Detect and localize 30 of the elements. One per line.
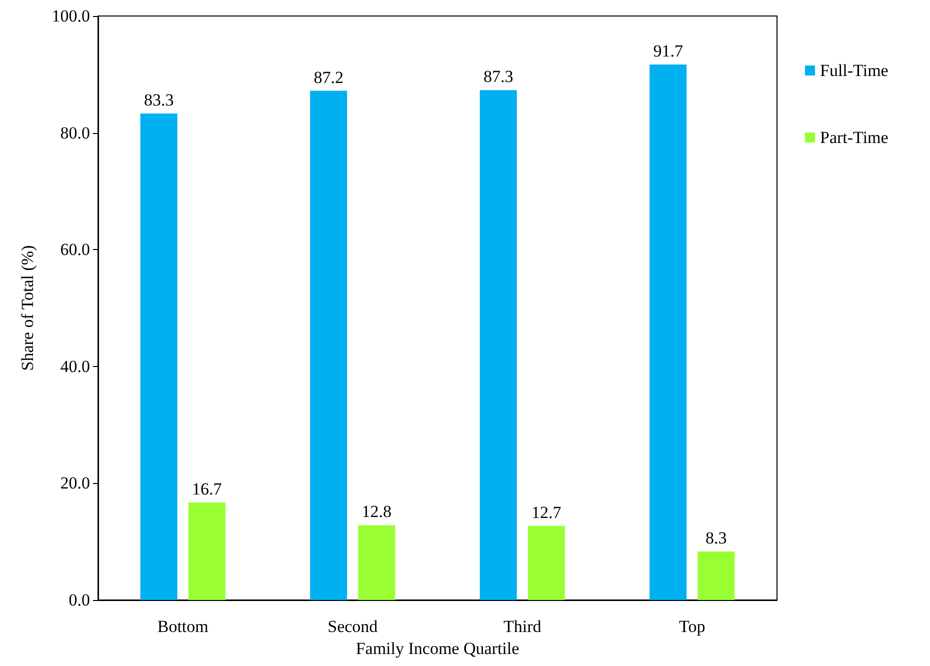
y-axis-title: Share of Total (%) [18,245,37,371]
bar [650,64,687,600]
legend-label: Full-Time [820,61,888,80]
data-label: 91.7 [653,41,684,60]
y-tick-label: 100.0 [52,6,90,26]
y-tick-label: 60.0 [60,240,90,260]
y-tick-label: 40.0 [60,356,90,376]
bar [698,552,735,600]
bar [480,90,517,600]
x-tick-label: Third [503,617,542,636]
bar [358,525,396,600]
data-label: 12.8 [362,502,392,522]
y-tick-label: 20.0 [60,474,90,493]
data-label: 12.7 [532,502,562,522]
data-label: 16.7 [192,479,222,498]
y-tick-label: 80.0 [60,123,90,142]
data-label: 87.2 [314,68,344,87]
x-tick-label: Bottom [157,617,208,636]
legend-label: Part-Time [820,128,888,147]
data-label: 8.3 [706,528,727,548]
y-tick-label: 0.0 [68,590,90,610]
bar [528,526,565,600]
data-label: 83.3 [144,90,174,110]
x-axis-title: Family Income Quartile [356,639,520,658]
bar [140,114,178,600]
x-tick-label: Top [679,617,706,636]
bar [310,90,348,600]
bar [188,502,226,600]
x-tick-label: Second [328,617,378,636]
data-label: 87.3 [483,67,514,86]
